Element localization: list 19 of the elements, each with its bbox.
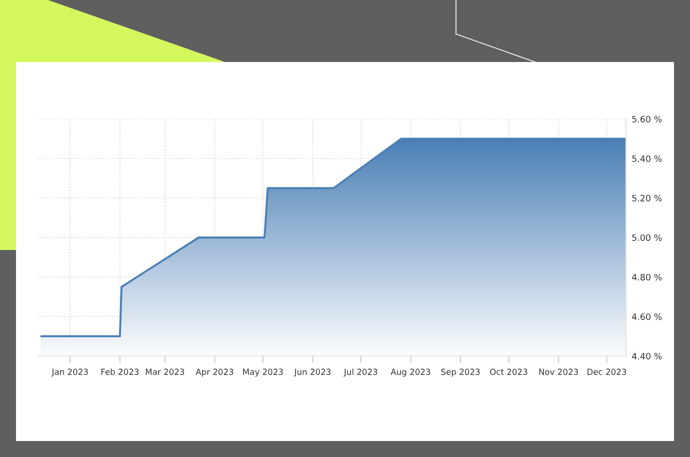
x-tick-label: May 2023 — [243, 368, 283, 377]
y-tick-label: 4.80 % — [632, 274, 662, 280]
y-tick-label: 5.40 % — [632, 155, 662, 162]
x-tick-label: Jan 2023 — [51, 368, 88, 376]
x-tick-label: Sep 2023 — [441, 368, 480, 377]
y-tick-label: 5.20 % — [632, 194, 662, 202]
x-tick-label: Oct 2023 — [490, 368, 528, 375]
y-tick-label: 4.40 % — [632, 352, 662, 360]
x-tick-label: Dec 2023 — [588, 368, 626, 375]
x-tick-label: Feb 2023 — [101, 368, 139, 375]
y-tick-label: 5.60 % — [632, 116, 662, 122]
x-tick-label: Aug 2023 — [390, 368, 430, 377]
x-tick-label: Mar 2023 — [146, 368, 184, 375]
x-tick-label: Nov 2023 — [539, 368, 578, 375]
y-tick-label: 5.00 % — [632, 234, 662, 241]
y-tick-label: 4.60 % — [632, 313, 662, 320]
x-tick-label: Jul 2023 — [344, 368, 378, 376]
x-tick-label: Jun 2023 — [294, 368, 330, 376]
x-tick-label: Apr 2023 — [196, 368, 234, 377]
